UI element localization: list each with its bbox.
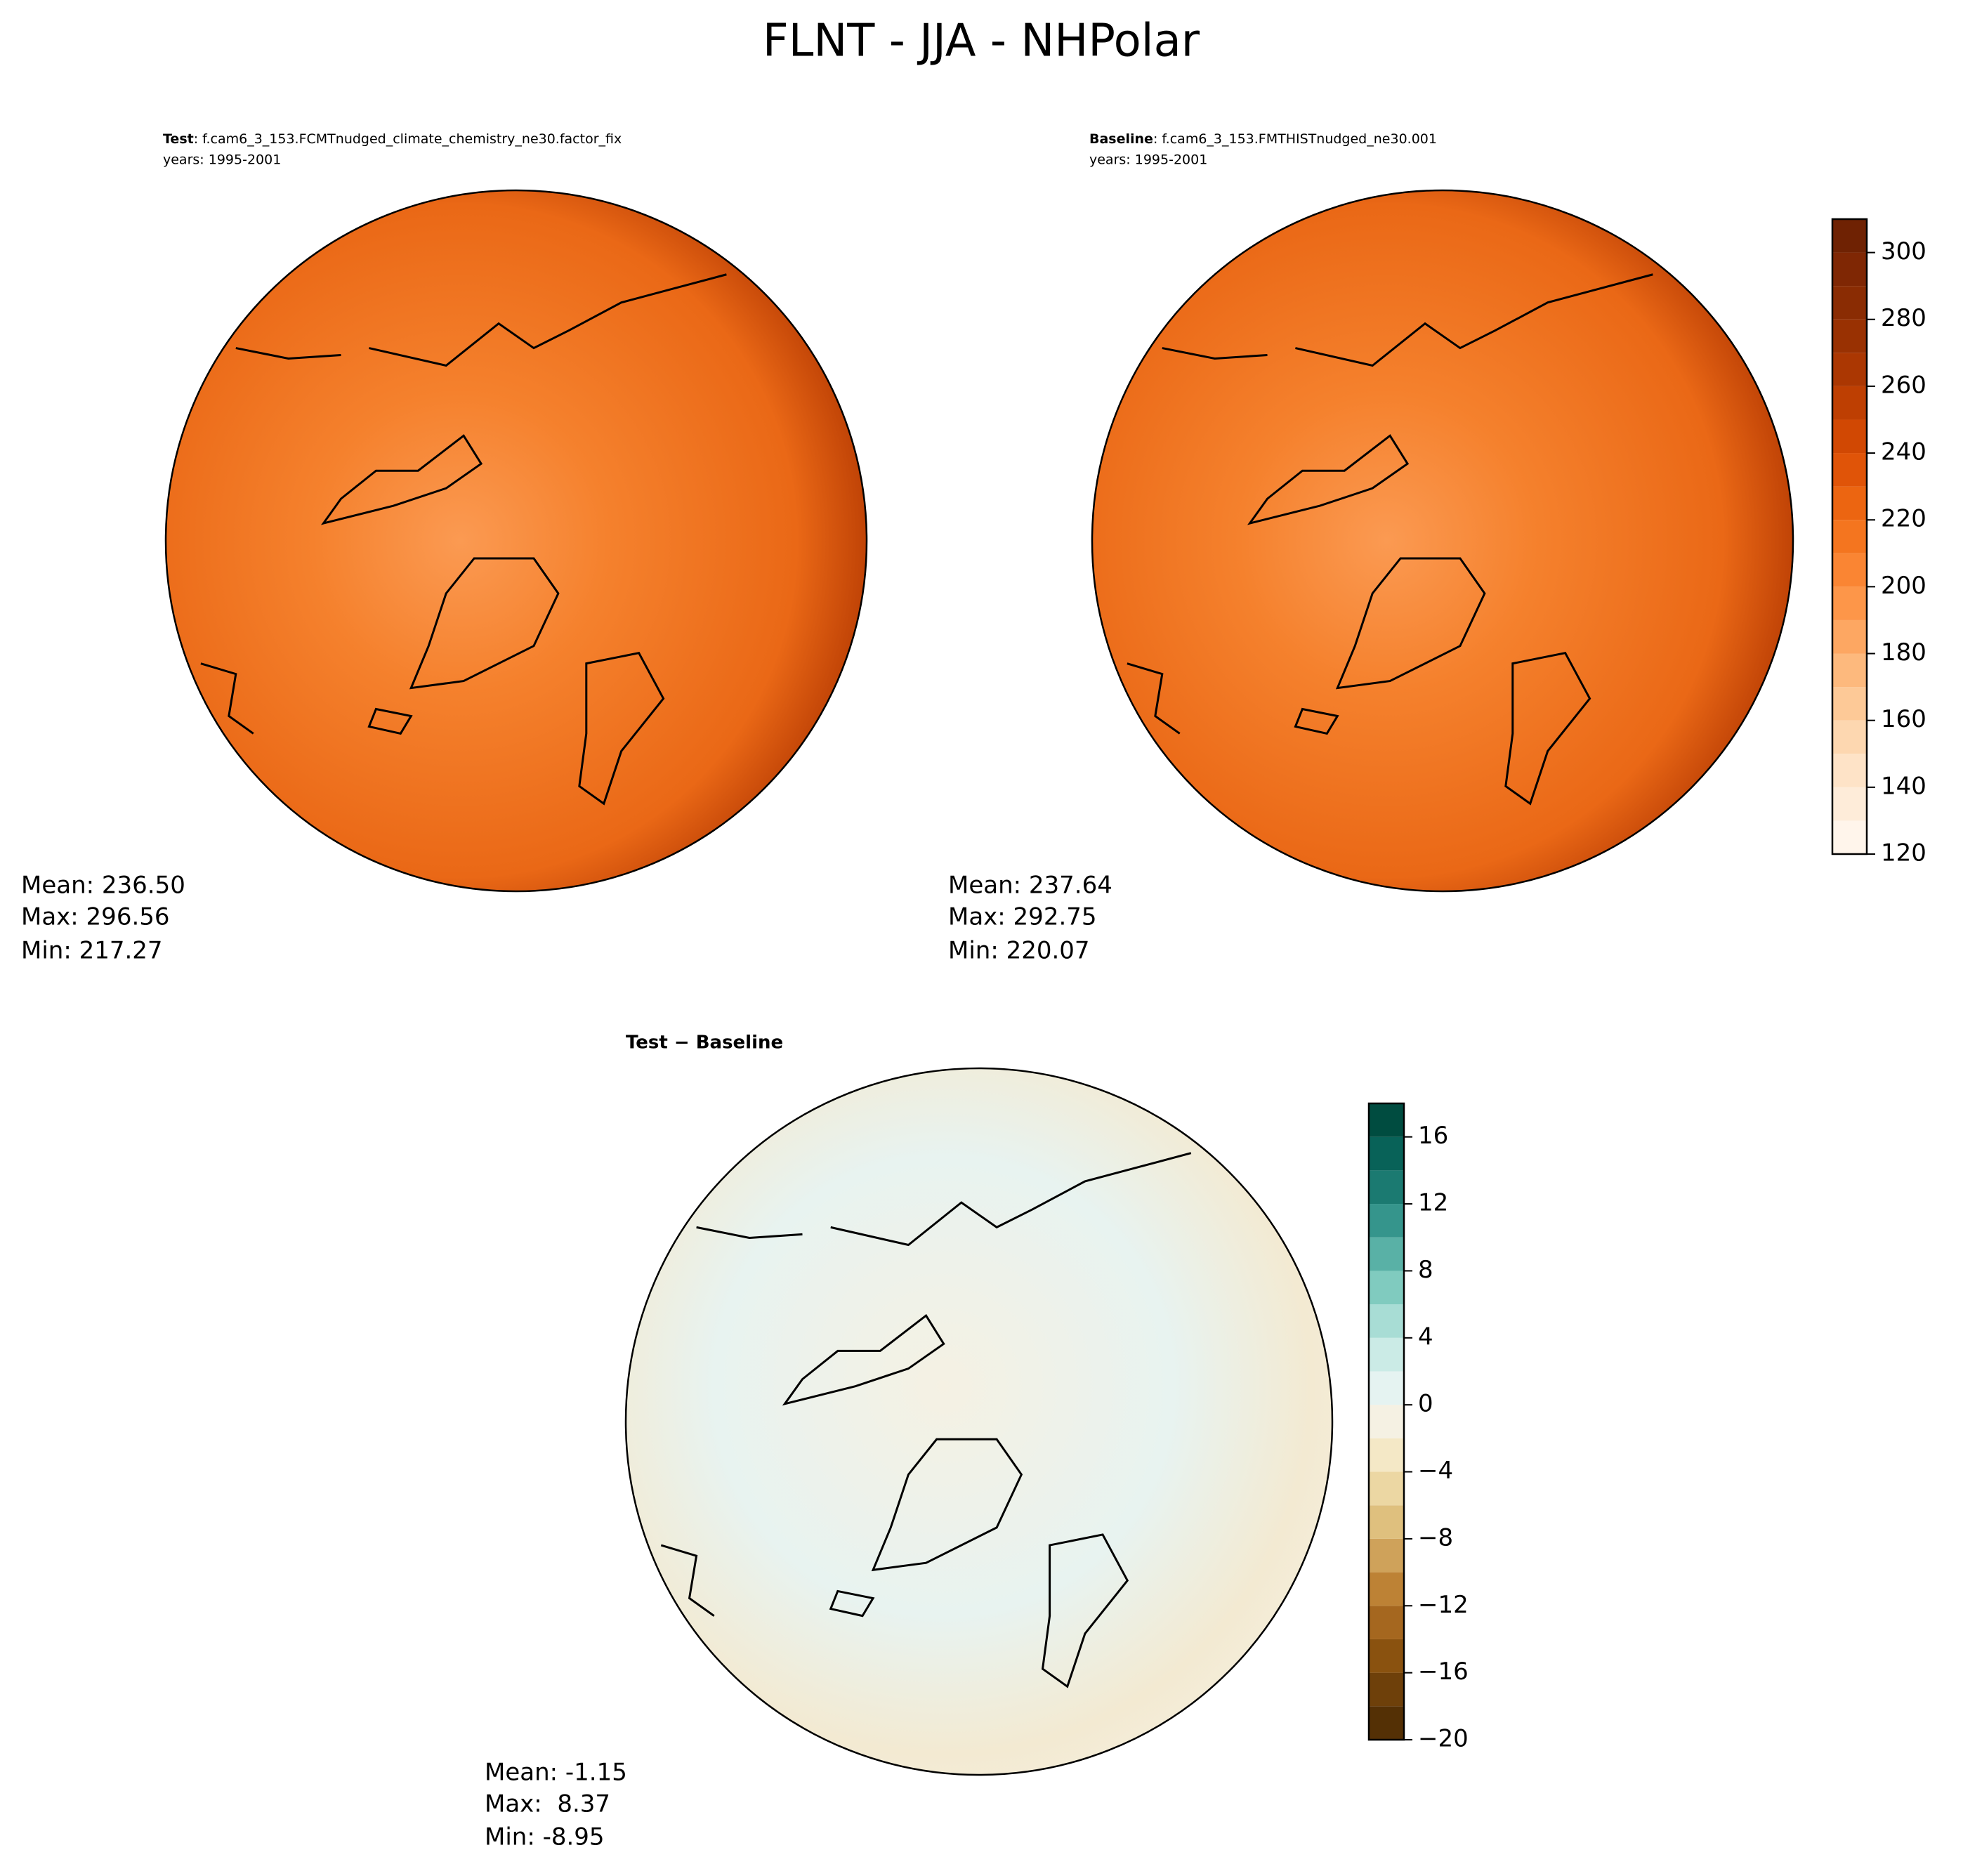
colorbar-band [1369,1204,1404,1238]
colorbar-tick-label: 140 [1881,772,1926,800]
colorbar-band [1369,1505,1404,1539]
panel-stat: Max: 292.75 [948,903,1097,931]
colorbar-band [1832,486,1867,520]
map-field [1092,190,1793,891]
colorbar-tick-label: −16 [1418,1658,1469,1686]
colorbar-band [1369,1606,1404,1639]
colorbar-tick-label: 16 [1418,1122,1448,1150]
map-field [626,1068,1332,1775]
colorbar-tick-label: −12 [1418,1591,1469,1619]
colorbar-band [1832,353,1867,386]
panel-stat: Mean: 237.64 [948,872,1112,900]
panel-name: Baseline [1089,131,1153,147]
map-field [166,190,867,891]
colorbar-band [1369,1572,1404,1606]
panel-stat: Mean: 236.50 [21,872,185,900]
coastline [1127,275,1653,803]
colorbar-band [1832,720,1867,754]
colorbar-band [1369,1639,1404,1673]
colorbar-band [1832,553,1867,587]
colorbar-band [1369,1538,1404,1573]
colorbar-tick-label: −4 [1418,1457,1453,1485]
colorbar-frame [1367,1102,1405,1741]
colorbar-band [1832,754,1867,787]
colorbar-tick-label: 0 [1418,1390,1433,1418]
colorbar-band [1369,1471,1404,1506]
colorbar-tick-label: 240 [1881,438,1926,466]
colorbar-tick-label: 200 [1881,572,1926,600]
panel-years: years: 1995-2001 [1089,152,1207,168]
panel-years: years: 1995-2001 [163,152,281,168]
colorbar-tick-label: 260 [1881,371,1926,399]
colorbar-band [1832,653,1867,688]
colorbar-band [1832,586,1867,620]
panel-stat: Min: -8.95 [485,1823,605,1851]
panel-stat: Max: 296.56 [21,903,170,931]
colorbar-band [1369,1170,1404,1205]
colorbar-tick-label: 8 [1418,1256,1433,1284]
map-boundary [1091,189,1794,893]
map-boundary [624,1067,1334,1776]
colorbar-band [1832,219,1867,253]
colorbar-band [1832,619,1867,654]
panel-case: : f.cam6_3_153.FMTHISTnudged_ne30.001 [1153,131,1437,147]
panel-stat: Min: 217.27 [21,937,163,965]
colorbar-band [1832,787,1867,821]
colorbar-band [1369,1136,1404,1171]
panel-name: Test [163,131,194,147]
colorbar-tick-label: −20 [1418,1725,1469,1753]
colorbar-band [1369,1371,1404,1405]
colorbar-band [1832,820,1867,854]
colorbar-band [1369,1271,1404,1305]
panel-stat: Min: 220.07 [948,937,1090,965]
colorbar-tick-label: 300 [1881,237,1926,265]
colorbar-tick-label: 180 [1881,638,1926,667]
colorbar-frame [1831,218,1868,855]
colorbar-tick-label: 120 [1881,839,1926,867]
coastline [201,275,727,803]
colorbar-band [1369,1103,1404,1137]
coastline [661,1153,1191,1687]
panel-subtitle: Test: f.cam6_3_153.FCMTnudged_climate_ch… [163,131,622,147]
colorbar-band [1832,687,1867,721]
colorbar-tick-label: −8 [1418,1523,1453,1552]
colorbar-band [1369,1438,1404,1472]
colorbar-band [1832,252,1867,287]
colorbar-band [1369,1405,1404,1438]
colorbar-band [1369,1337,1404,1372]
colorbar-tick-label: 280 [1881,304,1926,332]
colorbar-tick-label: 220 [1881,505,1926,533]
map-boundary [164,189,868,893]
colorbar-band [1832,453,1867,487]
colorbar-band [1832,419,1867,454]
colorbar-band [1369,1706,1404,1740]
panel-subtitle: Test − Baseline [626,1032,783,1054]
colorbar-tick-label: 160 [1881,705,1926,733]
panel-stat: Mean: -1.15 [485,1759,627,1787]
colorbar-band [1832,386,1867,420]
panel-subtitle: Baseline: f.cam6_3_153.FMTHISTnudged_ne3… [1089,131,1437,147]
figure-title: FLNT - JJA - NHPolar [763,15,1200,67]
panel-case: : f.cam6_3_153.FCMTnudged_climate_chemis… [194,131,622,147]
colorbar-band [1369,1672,1404,1707]
colorbar-band [1832,520,1867,553]
colorbar-band [1832,319,1867,353]
panel-stat: Max: 8.37 [485,1790,610,1818]
colorbar-tick-label: 12 [1418,1189,1448,1217]
colorbar-tick-label: 4 [1418,1323,1433,1351]
colorbar-band [1832,286,1867,320]
colorbar-band [1369,1304,1404,1338]
colorbar-band [1369,1237,1404,1271]
